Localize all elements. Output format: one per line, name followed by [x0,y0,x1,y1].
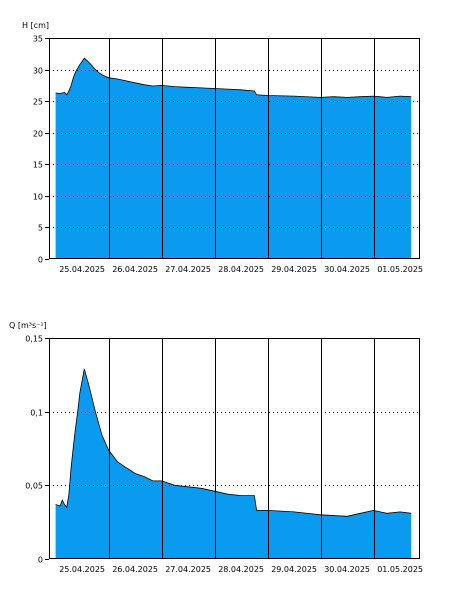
x-tick-label: 27.04.2025 [165,265,211,274]
x-tick-label: 29.04.2025 [271,565,317,574]
x-tick-label: 29.04.2025 [271,265,317,274]
y-axis-label: H [cm] [22,21,49,30]
x-tick-label: 28.04.2025 [218,265,264,274]
series-line [55,57,412,98]
y-tick-label: 0 [38,556,43,565]
y-tick-label: 15 [33,161,43,170]
x-tick-label: 25.04.2025 [59,565,105,574]
y-tick-label: 10 [33,193,43,202]
x-tick-label: 28.04.2025 [218,565,264,574]
chart-2: 0 0,05 0,1 0,15 25.04.2025 26.04.2025 27.04.20… [9,321,423,574]
series-area [55,58,412,260]
y-tick-label: 25 [33,98,43,107]
y-tick-label: 5 [38,224,43,233]
x-tick-label: 27.04.2025 [165,565,211,574]
y-tick-label: 0 [38,256,43,265]
y-tick-label: 20 [33,130,43,139]
y-tick-label: 35 [33,35,43,44]
x-tick-label: 30.04.2025 [324,265,370,274]
x-tick-label: 26.04.2025 [112,565,158,574]
series-area [55,368,412,559]
y-tick-label: 0,15 [25,335,43,344]
chart-1: 0 5 10 15 20 25 30 35 25.04.2025 26.04.2025 27.04.… [22,21,423,274]
x-tick-label: 30.04.2025 [324,565,370,574]
x-tick-label: 26.04.2025 [112,265,158,274]
y-tick-label: 0,1 [30,409,43,418]
y-axis-label: Q [m³s⁻¹] [9,321,47,330]
y-tick-label: 0,05 [25,482,43,491]
y-tick-label: 30 [33,67,43,76]
x-tick-label: 01.05.2025 [377,265,423,274]
x-tick-label: 25.04.2025 [59,265,105,274]
series-line [55,368,412,517]
plot-frame [49,38,420,259]
plot-frame [49,338,420,559]
x-tick-label: 01.05.2025 [377,565,423,574]
